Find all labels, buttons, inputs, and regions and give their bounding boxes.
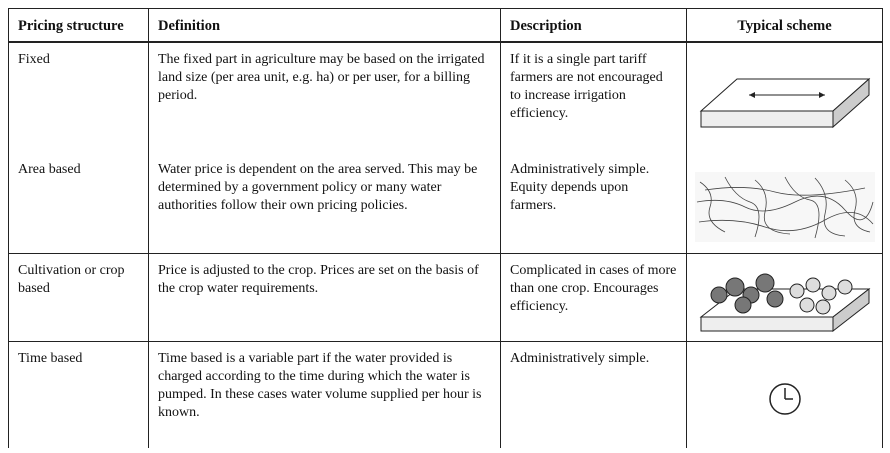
cell: If it is a single part tariff farmers ar… (500, 42, 687, 157)
clock-icon (768, 383, 801, 415)
pricing-table: Pricing structure Definition Description… (8, 8, 883, 448)
cell: Price is adjusted to the crop. Prices ar… (148, 253, 501, 342)
header-cell: Description (500, 8, 687, 43)
cell: Time based (8, 341, 149, 448)
header-row: Pricing structure Definition Description… (8, 8, 883, 43)
cell: Complicated in cases of more than one cr… (500, 253, 687, 342)
cell: Cultivation or crop based (8, 253, 149, 342)
header-cell: Typical scheme (686, 8, 883, 43)
scheme-cell (686, 42, 883, 157)
scheme-cell (686, 253, 883, 342)
cell: Time based is a variable part if the wat… (148, 341, 501, 448)
row: Time based Time based is a variable part… (8, 341, 883, 448)
cell: Administratively simple. (500, 341, 687, 448)
cell: Administratively simple. Equity depends … (500, 157, 687, 254)
area-map-icon (694, 172, 875, 242)
slab-icon (699, 77, 870, 129)
row: Fixed The fixed part in agriculture may … (8, 42, 883, 157)
cell: The fixed part in agriculture may be bas… (148, 42, 501, 157)
cell: Fixed (8, 42, 149, 157)
cell: Area based (8, 157, 149, 254)
cell: Water price is dependent on the area ser… (148, 157, 501, 254)
scheme-cell (686, 341, 883, 448)
header-cell: Definition (148, 8, 501, 43)
row: Cultivation or crop based Price is adjus… (8, 253, 883, 342)
scheme-cell (686, 157, 883, 254)
crop-icon (699, 273, 870, 332)
row: Area based Water price is dependent on t… (8, 157, 883, 254)
header-cell: Pricing structure (8, 8, 149, 43)
